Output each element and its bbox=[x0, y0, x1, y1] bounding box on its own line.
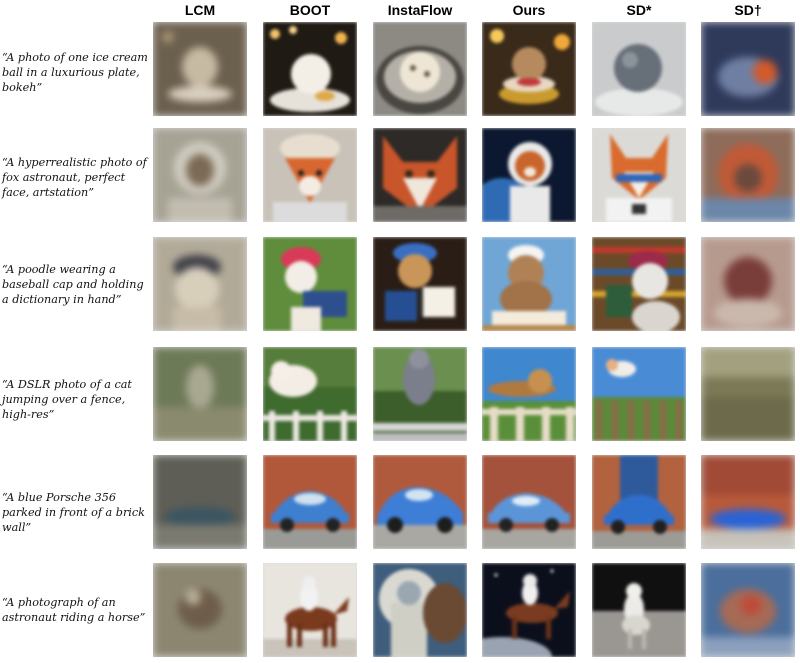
image-lcm-astronaut-horse bbox=[153, 563, 247, 657]
image-ours-poodle bbox=[482, 237, 576, 331]
image-instaflow-ice-cream bbox=[373, 22, 467, 116]
image-boot-astronaut-horse bbox=[263, 563, 357, 657]
image-sd-star-cat-fence bbox=[592, 347, 686, 441]
prompt-porsche: “A blue Porsche 356 parked in front of a… bbox=[2, 491, 145, 534]
image-sd-dagger-porsche bbox=[701, 455, 795, 549]
image-boot-fox-astronaut bbox=[263, 128, 357, 222]
column-header-sd-star: SD* bbox=[626, 2, 652, 18]
image-sd-dagger-ice-cream bbox=[701, 22, 795, 116]
image-instaflow-porsche bbox=[373, 455, 467, 549]
image-boot-poodle bbox=[263, 237, 357, 331]
image-sd-star-poodle bbox=[592, 237, 686, 331]
prompt-fox-astronaut: “A hyperrealistic photo of fox astronaut… bbox=[2, 156, 147, 199]
image-instaflow-fox-astronaut bbox=[373, 128, 467, 222]
image-sd-dagger-poodle bbox=[701, 237, 795, 331]
image-sd-dagger-fox-astronaut bbox=[701, 128, 795, 222]
image-instaflow-astronaut-horse bbox=[373, 563, 467, 657]
column-header-instaflow: InstaFlow bbox=[387, 2, 453, 18]
image-ours-astronaut-horse bbox=[482, 563, 576, 657]
image-sd-dagger-astronaut-horse bbox=[701, 563, 795, 657]
prompt-cat-fence: “A DSLR photo of a cat jumping over a fe… bbox=[2, 378, 132, 421]
image-sd-dagger-cat-fence bbox=[701, 347, 795, 441]
image-ours-ice-cream bbox=[482, 22, 576, 116]
image-ours-cat-fence bbox=[482, 347, 576, 441]
image-boot-ice-cream bbox=[263, 22, 357, 116]
column-header-ours: Ours bbox=[512, 2, 546, 18]
image-lcm-poodle bbox=[153, 237, 247, 331]
image-boot-cat-fence bbox=[263, 347, 357, 441]
column-header-sd-dagger: SD† bbox=[734, 2, 762, 18]
column-header-boot: BOOT bbox=[289, 2, 331, 18]
image-instaflow-poodle bbox=[373, 237, 467, 331]
image-instaflow-cat-fence bbox=[373, 347, 467, 441]
image-lcm-cat-fence bbox=[153, 347, 247, 441]
image-sd-star-fox-astronaut bbox=[592, 128, 686, 222]
image-sd-star-astronaut-horse bbox=[592, 563, 686, 657]
image-ours-porsche bbox=[482, 455, 576, 549]
image-lcm-porsche bbox=[153, 455, 247, 549]
image-lcm-fox-astronaut bbox=[153, 128, 247, 222]
image-lcm-ice-cream bbox=[153, 22, 247, 116]
prompt-astronaut-horse: “A photograph of an astronaut riding a h… bbox=[2, 596, 146, 624]
image-boot-porsche bbox=[263, 455, 357, 549]
image-sd-star-porsche bbox=[592, 455, 686, 549]
column-header-lcm: LCM bbox=[184, 2, 216, 18]
prompt-ice-cream: “A photo of one ice cream ball in a luxu… bbox=[2, 51, 148, 94]
prompt-poodle: “A poodle wearing a baseball cap and hol… bbox=[2, 263, 144, 306]
image-ours-fox-astronaut bbox=[482, 128, 576, 222]
image-sd-star-ice-cream bbox=[592, 22, 686, 116]
